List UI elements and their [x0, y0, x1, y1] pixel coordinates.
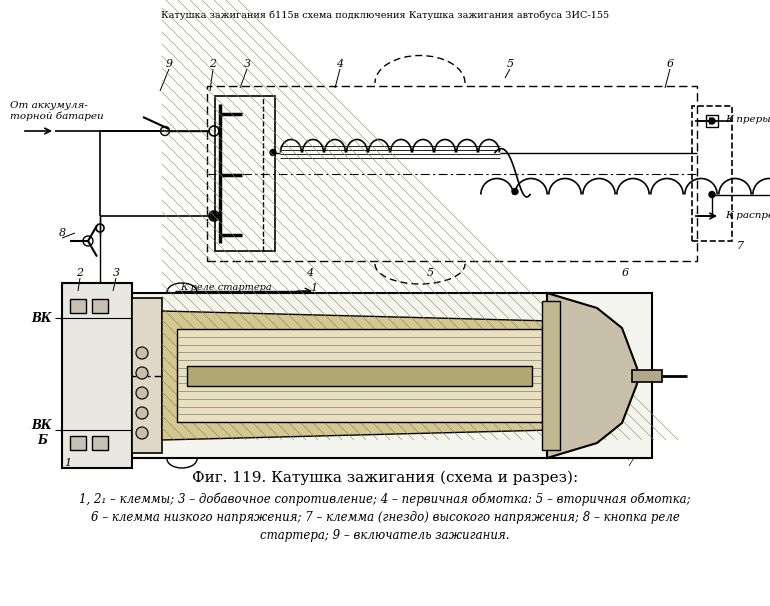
Text: 2: 2	[76, 268, 84, 278]
Bar	[177, 329, 542, 422]
Text: 3: 3	[243, 59, 250, 69]
Text: 3: 3	[112, 268, 119, 278]
Text: 1: 1	[65, 458, 72, 468]
Text: 7: 7	[736, 241, 744, 251]
Text: 7: 7	[627, 458, 634, 468]
Circle shape	[136, 387, 148, 399]
Circle shape	[709, 191, 715, 198]
Bar	[187, 366, 532, 386]
Bar	[70, 299, 86, 313]
Text: 4: 4	[306, 268, 313, 278]
Bar	[215, 96, 275, 251]
Bar	[70, 436, 86, 450]
Bar	[632, 370, 662, 382]
Circle shape	[136, 407, 148, 419]
Text: ВК
Б: ВК Б	[32, 419, 52, 447]
Text: стартера; 9 – включатель зажигания.: стартера; 9 – включатель зажигания.	[260, 528, 510, 542]
Text: Фиг. 119. Катушка зажигания (схема и разрез):: Фиг. 119. Катушка зажигания (схема и раз…	[192, 471, 578, 485]
Text: Катушка зажигания б115в схема подключения Катушка зажигания автобуса ЗИС-155: Катушка зажигания б115в схема подключени…	[161, 11, 609, 21]
Text: 6: 6	[667, 59, 674, 69]
Bar	[207, 86, 697, 261]
Text: 4: 4	[336, 59, 343, 69]
Text: 5: 5	[427, 268, 434, 278]
Bar	[117, 293, 652, 458]
Polygon shape	[162, 311, 552, 440]
Bar	[542, 301, 560, 450]
Circle shape	[709, 118, 715, 124]
Text: 6: 6	[621, 268, 628, 278]
Text: К прерывателю: К прерывателю	[725, 115, 770, 124]
Bar	[692, 106, 732, 241]
Circle shape	[75, 304, 81, 308]
Text: От аккумуля-
торной батареи: От аккумуля- торной батареи	[10, 101, 104, 121]
Bar	[92, 299, 108, 313]
Bar	[62, 283, 132, 468]
Text: 2: 2	[209, 59, 216, 69]
Text: ВК: ВК	[32, 311, 52, 324]
Text: 8: 8	[59, 228, 65, 238]
Bar	[706, 115, 718, 127]
Text: 1: 1	[310, 283, 317, 293]
Circle shape	[136, 347, 148, 359]
Circle shape	[136, 427, 148, 439]
Circle shape	[136, 367, 148, 379]
Circle shape	[98, 304, 102, 308]
Text: К реле стартера: К реле стартера	[180, 283, 272, 292]
Circle shape	[512, 188, 518, 195]
Circle shape	[98, 441, 102, 445]
Polygon shape	[547, 293, 637, 458]
Text: 9: 9	[166, 59, 172, 69]
Bar	[92, 436, 108, 450]
Circle shape	[270, 150, 276, 156]
Circle shape	[210, 213, 217, 219]
Text: 5: 5	[507, 59, 514, 69]
Circle shape	[75, 441, 81, 445]
Text: 6 – клемма низкого напряжения; 7 – клемма (гнездо) высокого напряжения; 8 – кноп: 6 – клемма низкого напряжения; 7 – клемм…	[91, 510, 679, 524]
Text: К распределителю: К распределителю	[725, 211, 770, 221]
Text: 1, 2₁ – клеммы; 3 – добавочное сопротивление; 4 – первичная обмотка: 5 – вторичн: 1, 2₁ – клеммы; 3 – добавочное сопротивл…	[79, 492, 691, 506]
Bar	[132, 298, 162, 453]
